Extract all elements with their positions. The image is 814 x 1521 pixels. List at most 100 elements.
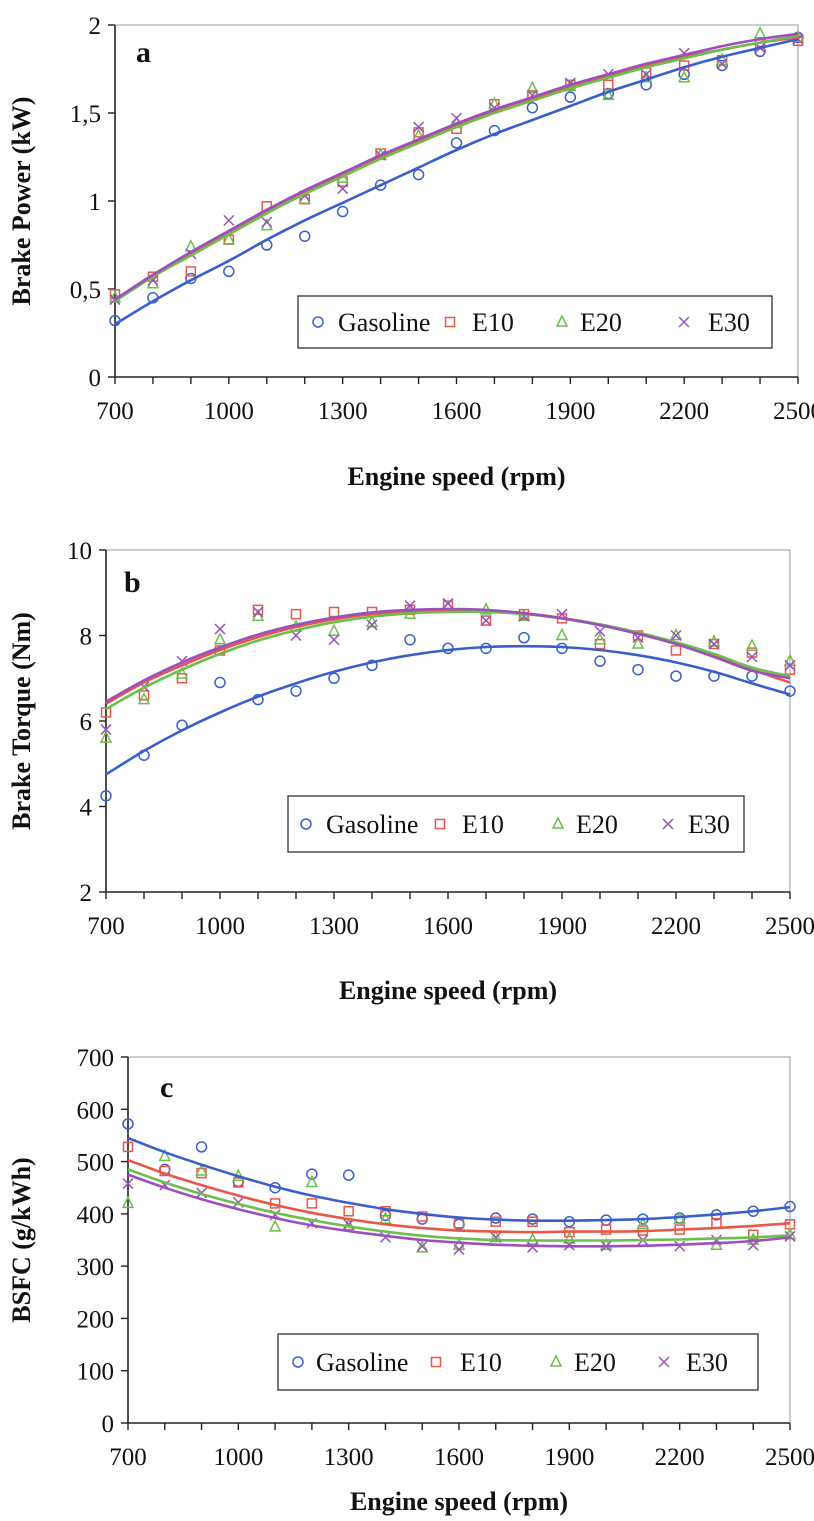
data-point-e10 [343, 1205, 354, 1217]
y-tick-label: 200 [77, 1306, 115, 1333]
data-point-gasoline [488, 124, 501, 137]
data-point-gasoline [306, 1168, 318, 1180]
panel-label: a [136, 36, 151, 69]
x-tick-label: 1900 [537, 913, 587, 940]
data-point-e30 [379, 1231, 391, 1243]
y-tick-label: 6 [80, 709, 93, 736]
y-tick-label: 0,5 [70, 277, 101, 304]
data-point-e30 [746, 651, 758, 663]
data-point-e20 [416, 1240, 429, 1253]
x-tick-label: 2500 [765, 913, 814, 940]
data-point-e10 [290, 608, 302, 620]
data-point-e30 [122, 1177, 134, 1190]
y-tick-label: 4 [80, 795, 93, 822]
data-point-e20 [753, 26, 767, 39]
x-tick-label: 1300 [309, 913, 359, 940]
trendline-e10 [127, 1158, 791, 1234]
legend-label-e30: E30 [686, 1348, 728, 1377]
data-point-e30 [252, 606, 264, 618]
data-point-e10 [670, 645, 682, 656]
data-point-e10 [747, 1229, 759, 1241]
x-tick-label: 700 [96, 398, 134, 425]
data-point-e20 [327, 623, 341, 636]
y-tick-label: 1,5 [70, 101, 101, 128]
legend-label-e20: E20 [576, 810, 618, 839]
legend-label-e10: E10 [460, 1348, 502, 1377]
data-point-e30 [223, 214, 235, 226]
legend-label-e10: E10 [472, 308, 514, 337]
data-point-e30 [416, 1240, 428, 1252]
legend-label-gasoline: Gasoline [316, 1348, 408, 1377]
data-point-e30 [527, 1241, 539, 1253]
legend-marker-e30 [678, 316, 690, 328]
data-point-e10 [185, 266, 197, 277]
series-e10 [109, 35, 804, 300]
data-point-e10 [380, 1205, 391, 1217]
x-tick-label: 700 [109, 1444, 147, 1471]
data-point-gasoline [564, 91, 577, 103]
x-axis-title: Engine speed (rpm) [347, 462, 565, 491]
data-point-e20 [158, 1148, 171, 1162]
x-tick-label: 1300 [324, 1444, 374, 1471]
data-point-e30 [100, 724, 112, 736]
data-point-e20 [121, 1195, 135, 1209]
trendline-e10 [114, 36, 799, 301]
legend-label-gasoline: Gasoline [326, 810, 418, 839]
data-point-e30 [594, 625, 606, 637]
data-point-gasoline [328, 672, 340, 684]
x-tick-label: 1600 [423, 913, 473, 940]
data-point-e30 [716, 58, 728, 70]
data-point-e30 [670, 629, 682, 642]
data-point-gasoline [214, 676, 226, 689]
data-point-e10 [416, 1211, 428, 1222]
data-point-e30 [784, 659, 796, 671]
data-point-gasoline [754, 45, 766, 58]
y-axis-title: Brake Torque (Nm) [7, 612, 36, 830]
data-point-gasoline [298, 230, 311, 242]
data-point-gasoline [442, 642, 454, 655]
legend-marker-e20 [549, 1354, 563, 1367]
trendline-gasoline [127, 1136, 791, 1223]
data-point-e10 [600, 1224, 612, 1235]
data-point-e30 [413, 121, 425, 133]
legend-box [297, 295, 773, 349]
data-point-gasoline [632, 663, 644, 676]
data-point-e20 [669, 627, 683, 641]
data-point-gasoline [366, 659, 378, 672]
legend-marker-e20 [551, 816, 565, 829]
y-tick-label: 2 [80, 880, 93, 907]
legend: Gasoline E10 E20 E30 [297, 295, 773, 349]
panel-label: b [124, 566, 141, 599]
data-point-gasoline [374, 179, 387, 191]
data-point-e20 [222, 232, 236, 245]
legend-label-e20: E20 [574, 1348, 616, 1377]
data-point-gasoline [526, 101, 539, 114]
legend-label-gasoline: Gasoline [338, 308, 430, 337]
data-point-e30 [674, 1240, 686, 1252]
x-axis-title: Engine speed (rpm) [350, 1487, 568, 1516]
chart-panel-c: 0 100 200 300 400 500 600 700 700 1000 1300 1600 190… [7, 1045, 814, 1516]
data-point-e10 [233, 1177, 244, 1188]
trendline-e20 [105, 610, 791, 711]
chart-panel-b: 2 4 6 8 10 700 1000 1300 1600 1900 2200 2500 Engine … [7, 538, 814, 1005]
series-gasoline [122, 1118, 796, 1231]
legend-marker-e10 [444, 316, 456, 328]
y-tick-label: 0 [89, 365, 102, 392]
x-tick-label: 1600 [434, 1444, 484, 1471]
trendline-gasoline [114, 37, 799, 326]
x-tick-label: 1000 [213, 1444, 263, 1471]
series-gasoline [100, 631, 796, 802]
data-point-e20 [745, 638, 759, 651]
data-point-e20 [213, 632, 227, 645]
trendline-e20 [127, 1168, 791, 1242]
y-tick-label: 1 [89, 189, 102, 216]
data-point-e20 [195, 1163, 208, 1176]
data-point-e20 [526, 1232, 539, 1245]
series-e20 [99, 600, 797, 743]
data-point-gasoline [490, 1212, 502, 1224]
data-point-e20 [602, 87, 615, 101]
y-tick-label: 8 [80, 624, 93, 651]
x-tick-label: 1900 [545, 398, 595, 425]
y-tick-label: 400 [77, 1202, 115, 1229]
legend-marker-gasoline [300, 818, 312, 830]
